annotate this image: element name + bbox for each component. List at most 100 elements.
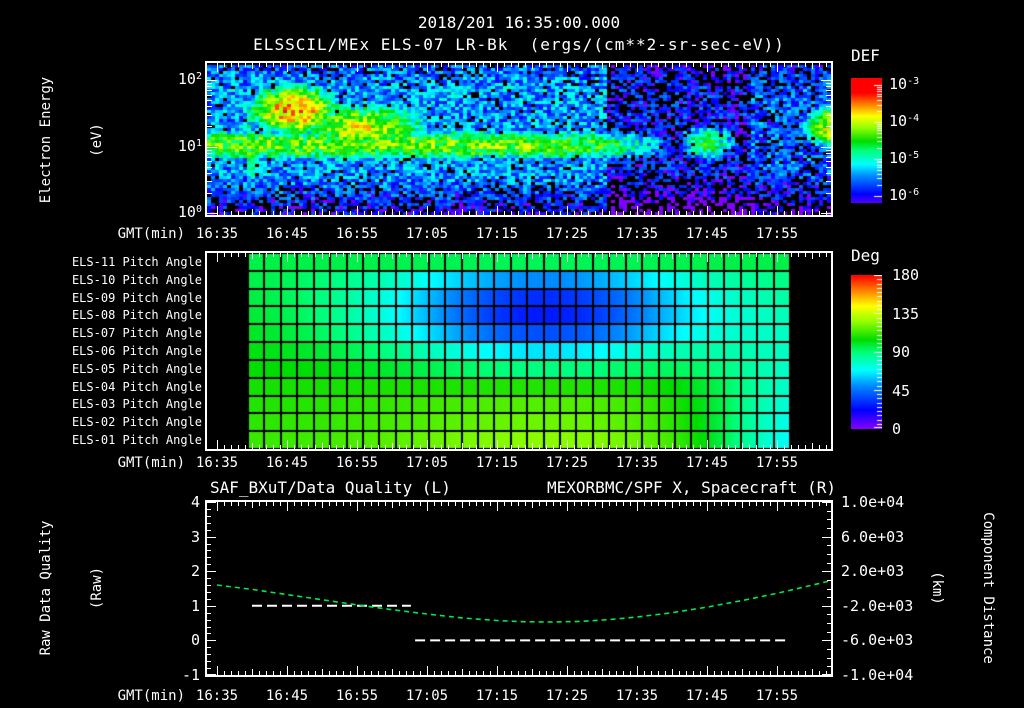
- axis-tick: [742, 209, 743, 215]
- axis-tick: [735, 445, 736, 449]
- axis-tick: [658, 211, 659, 215]
- axis-tick: [336, 671, 337, 675]
- axis-tick: [735, 253, 736, 257]
- axis-tick: [413, 502, 414, 506]
- axis-tick: [273, 63, 274, 67]
- axis-tick: [721, 211, 722, 215]
- axis-tick: [616, 253, 617, 257]
- axis-tick: [207, 606, 216, 607]
- axis-tick: [574, 671, 575, 675]
- axis-tick: [595, 211, 596, 215]
- axis-tick: [756, 253, 757, 257]
- page-title: 2018/201 16:35:00.000: [417, 13, 621, 32]
- axis-tick: [827, 580, 831, 581]
- axis-tick: [686, 502, 687, 506]
- axis-tick: [672, 669, 673, 675]
- axis-tick: [798, 63, 799, 67]
- x-tick-label: 17:35: [615, 688, 659, 704]
- axis-tick: [539, 502, 540, 506]
- axis-tick: [826, 193, 831, 194]
- timeseries-title-right: MEXORBMC/SPF X, Spacecraft (R): [547, 478, 836, 497]
- axis-tick: [399, 445, 400, 449]
- axis-tick: [651, 502, 652, 506]
- axis-tick: [560, 211, 561, 215]
- axis-tick: [427, 666, 428, 675]
- axis-tick: [560, 253, 561, 257]
- axis-tick: [581, 445, 582, 449]
- axis-tick: [441, 502, 442, 506]
- axis-tick: [224, 211, 225, 215]
- x-tick-label: 17:05: [405, 226, 449, 242]
- axis-tick: [441, 63, 442, 67]
- axis-tick: [207, 578, 211, 579]
- deg-tick-label: 90: [892, 343, 911, 361]
- axis-tick: [826, 63, 827, 67]
- axis-tick: [315, 502, 316, 506]
- axis-tick: [532, 253, 533, 259]
- axis-tick: [665, 63, 666, 67]
- def-tick-base: 10: [889, 186, 908, 204]
- axis-tick: [735, 671, 736, 675]
- axis-tick: [238, 445, 239, 449]
- axis-tick: [511, 671, 512, 675]
- axis-tick: [469, 445, 470, 449]
- axis-tick: [658, 445, 659, 449]
- axis-tick: [567, 666, 568, 675]
- axis-tick: [609, 63, 610, 67]
- axis-tick: [728, 502, 729, 506]
- axis-tick: [567, 206, 568, 215]
- axis-tick: [511, 211, 512, 215]
- axis-tick: [665, 671, 666, 675]
- axis-tick: [686, 253, 687, 257]
- axis-tick: [826, 445, 827, 449]
- axis-tick: [546, 445, 547, 449]
- axis-tick: [511, 63, 512, 67]
- axis-tick: [827, 614, 831, 615]
- axis-tick: [700, 63, 701, 67]
- axis-tick: [336, 63, 337, 67]
- axis-tick: [385, 445, 386, 449]
- axis-tick: [259, 253, 260, 257]
- axis-tick: [707, 63, 708, 72]
- energy-tick-exponent: 0: [195, 204, 202, 215]
- axis-tick: [434, 502, 435, 506]
- pitch-row-label: ELS-11 Pitch Angle: [71, 254, 202, 269]
- axis-tick: [651, 211, 652, 215]
- def-tick-base: 10: [889, 75, 908, 93]
- axis-tick: [791, 502, 792, 506]
- axis-tick: [826, 671, 827, 675]
- axis-tick: [455, 211, 456, 215]
- axis-tick: [469, 502, 470, 506]
- axis-tick: [280, 63, 281, 67]
- axis-tick: [574, 253, 575, 257]
- energy-tick-base: 10: [177, 203, 196, 221]
- axis-tick: [714, 502, 715, 506]
- axis-tick: [504, 253, 505, 257]
- axis-tick: [490, 253, 491, 257]
- axis-tick: [805, 253, 806, 257]
- axis-tick: [539, 671, 540, 675]
- axis-tick: [693, 671, 694, 675]
- axis-tick: [546, 253, 547, 257]
- axis-tick: [609, 671, 610, 675]
- axis-tick: [350, 63, 351, 67]
- axis-tick: [364, 211, 365, 215]
- axis-tick: [826, 86, 831, 87]
- axis-tick: [385, 671, 386, 675]
- axis-tick: [406, 63, 407, 67]
- axis-tick: [273, 671, 274, 675]
- axis-tick: [207, 633, 211, 634]
- axis-tick: [385, 211, 386, 215]
- axis-tick: [207, 585, 211, 586]
- axis-tick: [518, 502, 519, 506]
- axis-tick: [637, 502, 638, 511]
- deg-tick-label: 180: [892, 266, 920, 284]
- axis-tick: [777, 502, 778, 511]
- axis-tick: [827, 597, 831, 598]
- axis-tick: [644, 502, 645, 506]
- axis-tick: [207, 509, 211, 510]
- deg-tick-label: 45: [892, 381, 911, 400]
- axis-tick: [686, 211, 687, 215]
- axis-tick: [371, 502, 372, 506]
- axis-tick: [322, 502, 323, 508]
